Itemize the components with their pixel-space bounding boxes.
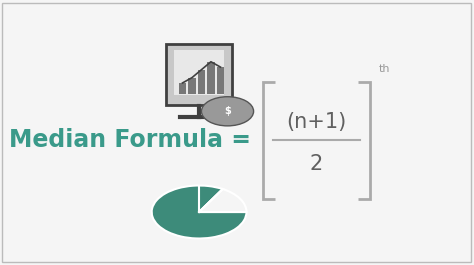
Text: (n+1): (n+1) <box>286 112 346 132</box>
Text: 2: 2 <box>310 154 323 174</box>
Bar <box>198 70 205 94</box>
Text: $: $ <box>224 106 231 116</box>
Bar <box>188 78 196 94</box>
Wedge shape <box>199 189 246 212</box>
FancyBboxPatch shape <box>166 44 232 105</box>
Text: th: th <box>378 64 390 74</box>
Bar <box>179 83 186 94</box>
Text: Median Formula =: Median Formula = <box>9 129 252 152</box>
Circle shape <box>201 97 254 126</box>
FancyBboxPatch shape <box>174 50 224 95</box>
Wedge shape <box>152 186 246 238</box>
Bar <box>207 62 215 94</box>
Bar <box>217 67 224 94</box>
